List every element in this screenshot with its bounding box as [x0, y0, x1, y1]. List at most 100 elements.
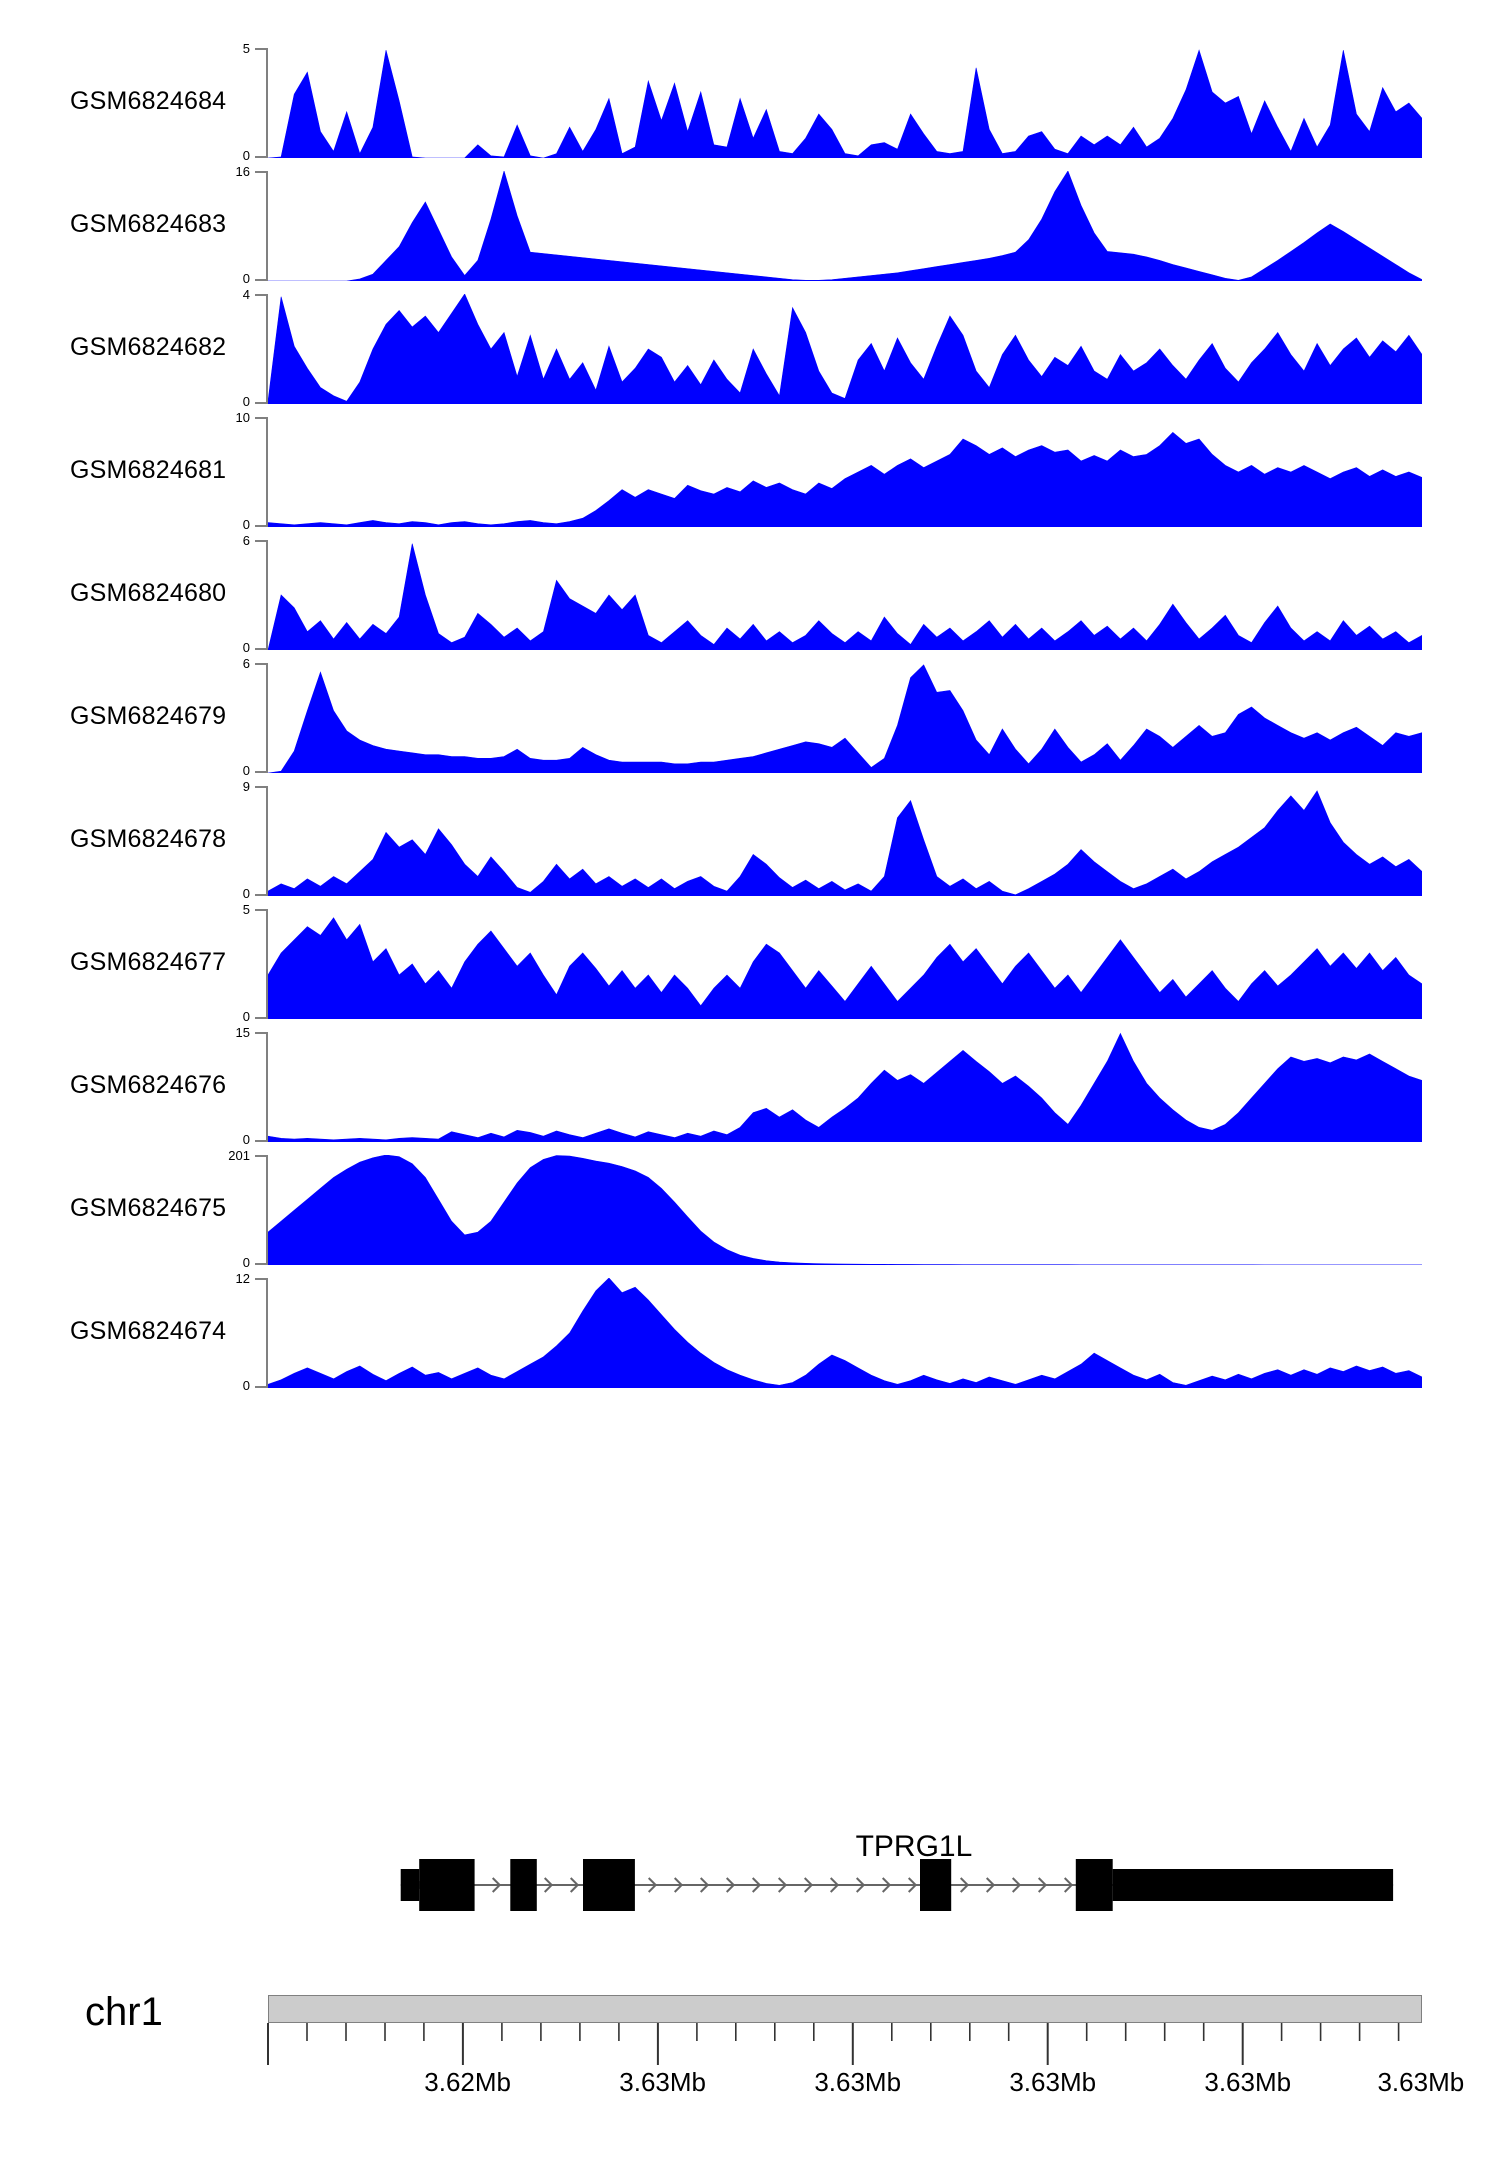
track-sample-label: GSM6824675 [70, 1194, 227, 1222]
y-axis-min-label: 0 [242, 517, 250, 532]
track-sample-label: GSM6824680 [70, 579, 227, 607]
gene-model-graphic [400, 1859, 1394, 1911]
coverage-track[interactable]: GSM6824683 16 0 [0, 165, 1500, 285]
y-axis-min-label: 0 [242, 640, 250, 655]
y-axis-min-tick [255, 156, 266, 158]
y-axis-max-label: 6 [242, 656, 250, 671]
y-axis-max-tick [255, 786, 266, 788]
y-axis-min-label: 0 [242, 1378, 250, 1393]
track-coverage-area[interactable] [268, 417, 1422, 527]
track-y-axis-line [266, 786, 268, 896]
y-axis-min-tick [255, 1263, 266, 1265]
y-axis-max-tick [255, 909, 266, 911]
track-coverage-area[interactable] [268, 1278, 1422, 1388]
y-axis-max-tick [255, 48, 266, 50]
track-coverage-area[interactable] [268, 171, 1422, 281]
y-axis-min-label: 0 [242, 1009, 250, 1024]
track-sample-label: GSM6824684 [70, 87, 227, 115]
track-coverage-area[interactable] [268, 1032, 1422, 1142]
track-y-axis-line [266, 171, 268, 281]
coverage-track[interactable]: GSM6824674 12 0 [0, 1272, 1500, 1392]
chromosome-ideogram-bar[interactable] [268, 1995, 1422, 2023]
ruler-tick-label: 3.63Mb [1204, 2067, 1292, 2097]
y-axis-max-label: 16 [235, 164, 250, 179]
coverage-track[interactable]: GSM6824679 6 0 [0, 657, 1500, 777]
coverage-track[interactable]: GSM6824675 201 0 [0, 1149, 1500, 1269]
y-axis-min-tick [255, 894, 266, 896]
y-axis-min-label: 0 [242, 886, 250, 901]
y-axis-min-tick [255, 648, 266, 650]
y-axis-max-label: 201 [228, 1148, 250, 1163]
coverage-track[interactable]: GSM6824682 4 0 [0, 288, 1500, 408]
y-axis-max-label: 5 [242, 41, 250, 56]
y-axis-max-label: 15 [235, 1025, 250, 1040]
y-axis-min-tick [255, 279, 266, 281]
track-sample-label: GSM6824678 [70, 825, 227, 853]
y-axis-min-label: 0 [242, 394, 250, 409]
y-axis-max-tick [255, 1032, 266, 1034]
track-coverage-area[interactable] [268, 1155, 1422, 1265]
y-axis-min-label: 0 [242, 148, 250, 163]
track-y-axis-line [266, 1278, 268, 1388]
track-sample-label: GSM6824676 [70, 1071, 227, 1099]
ruler-tick-label: 3.63Mb [1377, 2067, 1465, 2097]
track-y-axis-line [266, 540, 268, 650]
y-axis-max-tick [255, 417, 266, 419]
y-axis-min-tick [255, 1140, 266, 1142]
coverage-track[interactable]: GSM6824681 10 0 [0, 411, 1500, 531]
y-axis-max-label: 10 [235, 410, 250, 425]
track-y-axis-line [266, 1032, 268, 1142]
track-sample-label: GSM6824677 [70, 948, 227, 976]
y-axis-max-tick [255, 663, 266, 665]
y-axis-min-tick [255, 771, 266, 773]
track-y-axis-line [266, 909, 268, 1019]
y-axis-min-label: 0 [242, 1132, 250, 1147]
ruler-tick-label: 3.63Mb [814, 2067, 902, 2097]
chromosome-ruler-panel: chr1 3.62Mb 3.63Mb 3.63Mb 3.63Mb 3.63Mb 3.63M… [0, 1955, 1500, 2155]
track-y-axis-line [266, 48, 268, 158]
y-axis-max-label: 9 [242, 779, 250, 794]
track-sample-label: GSM6824674 [70, 1317, 227, 1345]
y-axis-max-tick [255, 1155, 266, 1157]
track-sample-label: GSM6824682 [70, 333, 227, 361]
track-sample-label: GSM6824683 [70, 210, 227, 238]
y-axis-max-tick [255, 1278, 266, 1280]
chromosome-label: chr1 [85, 1990, 163, 2034]
track-y-axis-line [266, 663, 268, 773]
coverage-track[interactable]: GSM6824680 6 0 [0, 534, 1500, 654]
coverage-track[interactable]: GSM6824678 9 0 [0, 780, 1500, 900]
track-sample-label: GSM6824679 [70, 702, 227, 730]
y-axis-max-label: 5 [242, 902, 250, 917]
ruler-tick-label: 3.63Mb [619, 2067, 707, 2097]
y-axis-min-tick [255, 525, 266, 527]
y-axis-max-tick [255, 294, 266, 296]
track-coverage-area[interactable] [268, 663, 1422, 773]
track-coverage-area[interactable] [268, 540, 1422, 650]
y-axis-min-label: 0 [242, 763, 250, 778]
y-axis-min-label: 0 [242, 271, 250, 286]
y-axis-max-tick [255, 171, 266, 173]
track-sample-label: GSM6824681 [70, 456, 227, 484]
y-axis-min-tick [255, 1386, 266, 1388]
track-y-axis-line [266, 294, 268, 404]
y-axis-max-tick [255, 540, 266, 542]
y-axis-max-label: 6 [242, 533, 250, 548]
y-axis-min-label: 0 [242, 1255, 250, 1270]
track-coverage-area[interactable] [268, 48, 1422, 158]
track-coverage-area[interactable] [268, 786, 1422, 896]
coverage-track[interactable]: GSM6824677 5 0 [0, 903, 1500, 1023]
ruler-ticks [267, 2023, 1400, 2065]
coverage-track[interactable]: GSM6824684 5 0 [0, 42, 1500, 162]
track-coverage-area[interactable] [268, 909, 1422, 1019]
gene-name-label: TPRG1L [855, 1830, 973, 1863]
coverage-track[interactable]: GSM6824676 15 0 [0, 1026, 1500, 1146]
track-coverage-area[interactable] [268, 294, 1422, 404]
track-y-axis-line [266, 1155, 268, 1265]
y-axis-min-tick [255, 402, 266, 404]
y-axis-min-tick [255, 1017, 266, 1019]
track-y-axis-line [266, 417, 268, 527]
ruler-tick-label: 3.63Mb [1009, 2067, 1097, 2097]
y-axis-max-label: 12 [235, 1271, 250, 1286]
gene-annotation-track[interactable]: TPRG1L [0, 1830, 1500, 1950]
